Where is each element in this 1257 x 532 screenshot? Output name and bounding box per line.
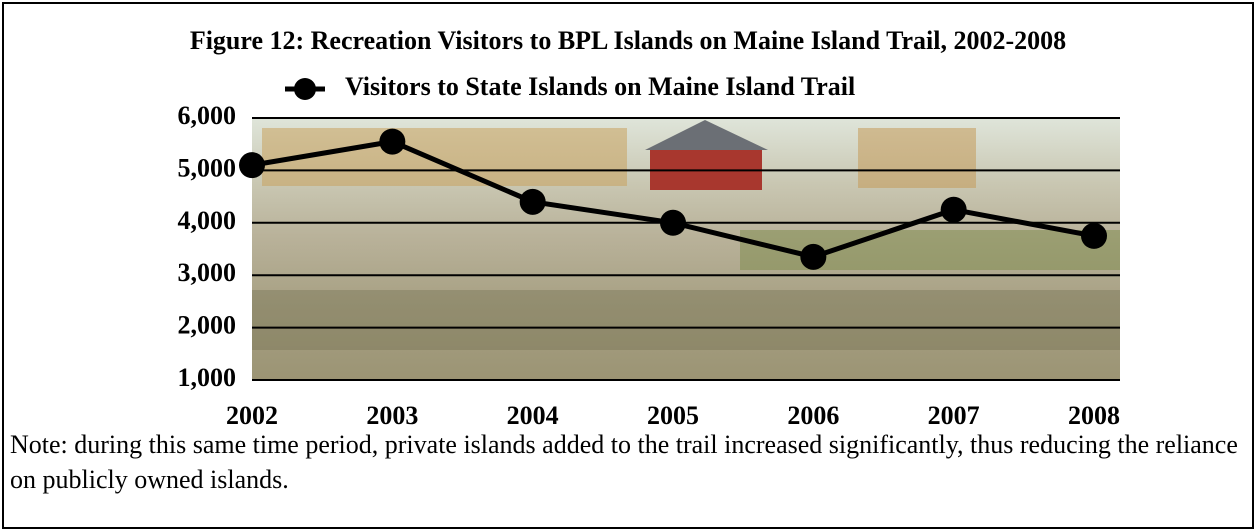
y-tick-label: 2,000 [178, 311, 237, 340]
point [660, 209, 686, 236]
y-tick-label: 3,000 [178, 258, 237, 287]
point [940, 196, 967, 223]
x-tick-label: 2008 [1068, 401, 1120, 430]
point [519, 188, 546, 215]
y-tick-label: 5,000 [178, 153, 237, 182]
note: Note: during this same time period, priv… [10, 430, 1238, 494]
x-tick-label: 2006 [787, 401, 839, 430]
x-tick-label: 2003 [366, 401, 418, 430]
point [239, 152, 265, 179]
x-tick-label: 2004 [507, 401, 559, 430]
x-tick-label: 2007 [928, 401, 980, 430]
x-tick-label: 2002 [226, 401, 278, 430]
x-tick-label: 2005 [647, 401, 699, 430]
point [1081, 222, 1107, 249]
point [800, 243, 827, 270]
point [379, 128, 406, 155]
y-tick-label: 6,000 [178, 101, 237, 130]
y-tick-label: 4,000 [178, 206, 237, 235]
chart-title: Figure 12: Recreation Visitors to BPL Is… [190, 26, 1066, 55]
plot-background [252, 118, 1120, 380]
y-tick-label: 1,000 [178, 363, 237, 392]
legend-label: Visitors to State Islands on Maine Islan… [345, 72, 855, 101]
